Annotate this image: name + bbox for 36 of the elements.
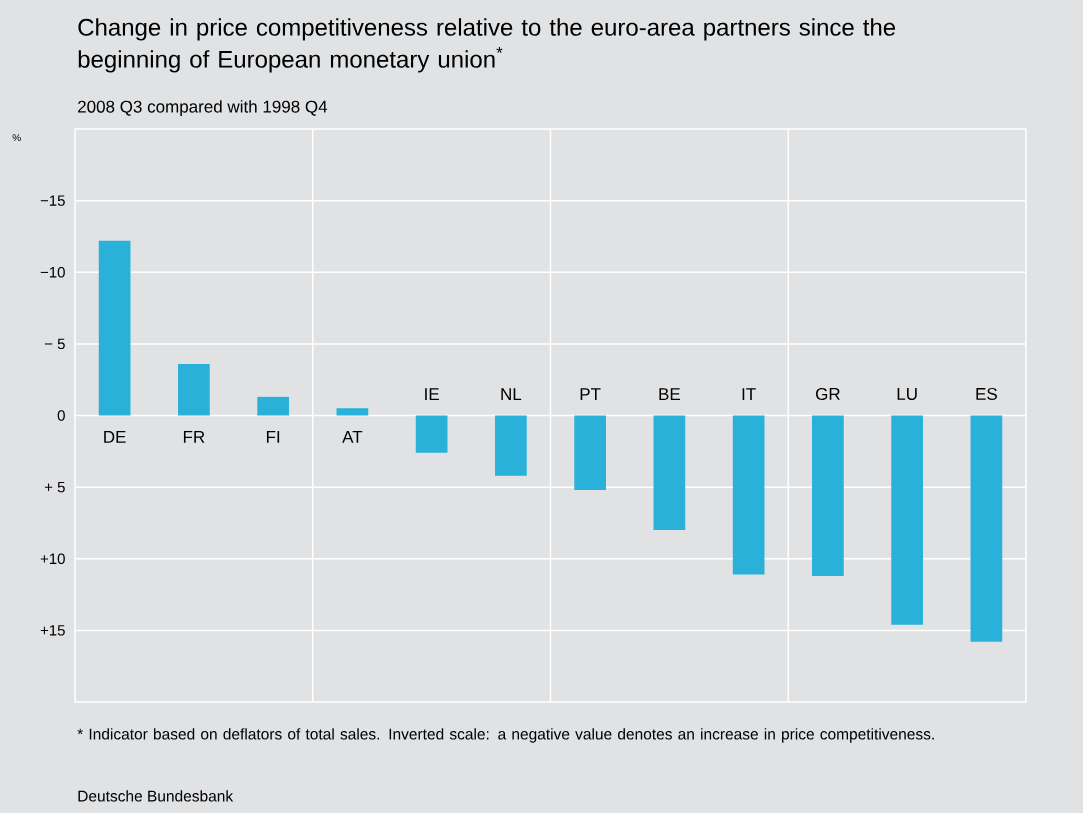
y-tick-label: −15 [40,195,65,206]
bar [98,240,131,416]
bar [495,415,527,476]
chart-subtitle: 2008 Q3 compared with 1998 Q4 [78,100,328,117]
text: Deutsche Bundesbank [78,790,234,802]
x-tick-label: FR [183,431,205,443]
y-tick-label: −10 [40,266,65,278]
x-tick-label: BE [659,388,680,400]
y-tick-label: +10 [40,553,65,565]
y-tick-label: + 5 [44,481,65,493]
bar [336,408,369,416]
bar [415,415,448,453]
y-axis-title: % [12,134,21,142]
x-tick-label: GR [816,387,840,400]
bar [812,415,844,576]
x-tick-label: IT [742,388,756,400]
text: * Indicator based on deflators of total sales. Inverted scale: a negative value denotes an increase in price competitiveness. [77,728,934,743]
bar [257,396,289,416]
bar [178,363,210,416]
chart-title: Change in price competitiveness relative to the euro-area partners since the beginning of European monetary union$^{*}$ [78,18,896,73]
y-tick-label: − 5 [44,338,65,350]
x-tick-label: FI [266,431,280,443]
x-tick-label: IE [425,388,439,400]
x-tick-label: AT [342,431,363,443]
x-tick-label: PT [580,388,601,400]
x-tick-label: ES [976,387,997,400]
x-tick-label: DE [104,431,126,443]
bar [970,415,1003,642]
y-tick-label: +15 [40,625,65,636]
bar [891,415,923,625]
bar [653,415,686,531]
y-tick-label: 0 [57,410,65,421]
bar [574,415,606,490]
bar [732,415,765,575]
x-tick-label: LU [897,388,917,400]
x-tick-label: NL [501,388,522,400]
